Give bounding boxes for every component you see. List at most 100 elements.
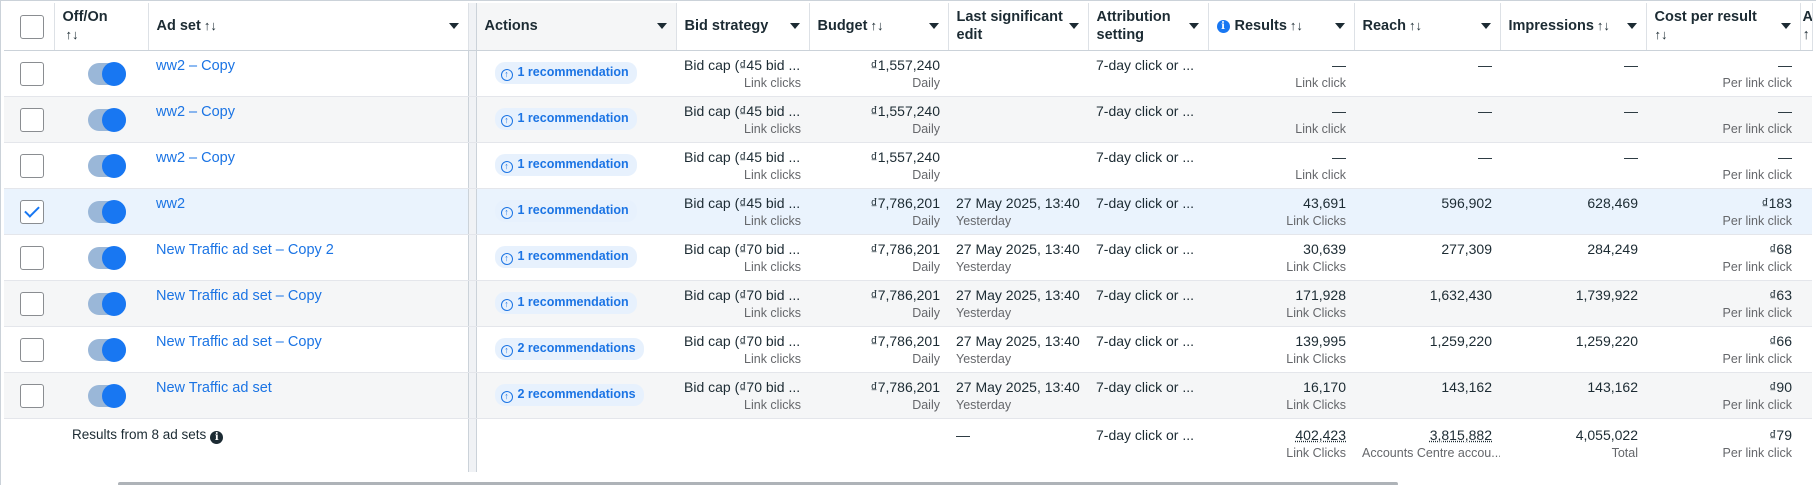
budget-cell[interactable]: ₫7,786,201 Daily xyxy=(809,188,948,235)
ad-set-name-link[interactable]: New Traffic ad set – Copy xyxy=(156,287,322,304)
impressions-label: Impressions xyxy=(1508,18,1594,35)
chevron-down-icon[interactable] xyxy=(1626,23,1637,29)
info-icon[interactable]: i xyxy=(210,430,224,444)
cost-per-result-header[interactable]: Cost per result ↑↓ xyxy=(1646,3,1801,51)
budget-cell[interactable]: ₫7,786,201 Daily xyxy=(809,234,948,281)
on-off-toggle[interactable] xyxy=(88,107,126,132)
budget-cell[interactable]: ₫1,557,240 Daily xyxy=(809,96,948,143)
ad-set-name-link[interactable]: ww2 – Copy xyxy=(156,103,235,120)
budget-cell[interactable]: ₫7,786,201 Daily xyxy=(809,326,948,373)
row-checkbox[interactable] xyxy=(20,337,44,362)
ad-set-header[interactable]: Ad set ↑↓ xyxy=(148,3,469,51)
on-off-toggle[interactable] xyxy=(88,291,126,316)
sort-icon[interactable]: ↑↓ xyxy=(870,18,884,34)
row-checkbox[interactable] xyxy=(20,107,44,132)
bid-strategy-cell: Bid cap (₫45 bid ... Link clicks xyxy=(676,50,809,97)
recommendation-badge[interactable]: ↑ 1 recommendation xyxy=(494,245,637,268)
chevron-down-icon[interactable] xyxy=(789,23,800,29)
table-row[interactable]: New Traffic ad set ↑ 2 recommendations Bi… xyxy=(4,372,1812,419)
on-off-toggle[interactable] xyxy=(88,199,126,224)
recommendation-badge[interactable]: ↑ 1 recommendation xyxy=(494,291,637,314)
ad-set-name-link[interactable]: ww2 – Copy xyxy=(156,57,235,74)
ad-set-name-cell: New Traffic ad set xyxy=(148,372,468,419)
chevron-down-icon[interactable] xyxy=(1480,23,1491,29)
cost-per-result-cell: — Per link click xyxy=(1646,142,1800,189)
horizontal-scrollbar[interactable] xyxy=(118,482,1398,485)
last-edit-header[interactable]: Last significant edit xyxy=(948,3,1089,51)
results-header[interactable]: i Results ↑↓ xyxy=(1208,3,1355,51)
recommendation-badge[interactable]: ↑ 1 recommendation xyxy=(494,199,637,222)
select-all-checkbox[interactable] xyxy=(20,15,44,40)
recommendation-badge[interactable]: ↑ 1 recommendation xyxy=(494,107,637,130)
recommendation-badge[interactable]: ↑ 1 recommendation xyxy=(494,61,637,84)
table-row[interactable]: New Traffic ad set – Copy 2 ↑ 1 recommend… xyxy=(4,234,1812,281)
ad-set-name-link[interactable]: New Traffic ad set – Copy 2 xyxy=(156,241,334,258)
row-checkbox[interactable] xyxy=(20,153,44,178)
budget-value: ₫1,557,240 xyxy=(870,102,940,119)
info-icon[interactable]: i xyxy=(1216,20,1230,34)
ad-set-name-link[interactable]: New Traffic ad set xyxy=(156,379,272,396)
sort-icon[interactable]: ↑↓ xyxy=(1409,18,1423,34)
chevron-down-icon[interactable] xyxy=(448,23,459,29)
summary-results[interactable]: 402,423 Link Clicks xyxy=(1208,418,1354,472)
summary-reach[interactable]: 3,815,882 Accounts Centre accou... xyxy=(1354,418,1500,472)
impressions-header[interactable]: Impressions ↑↓ xyxy=(1500,3,1647,51)
budget-cell[interactable]: ₫7,786,201 Daily xyxy=(809,372,948,419)
table-row[interactable]: ww2 – Copy ↑ 1 recommendation Bid cap (₫4… xyxy=(4,142,1812,189)
chevron-down-icon[interactable] xyxy=(656,23,667,29)
on-off-toggle[interactable] xyxy=(88,337,126,362)
attribution-header[interactable]: Attribution setting xyxy=(1088,3,1209,51)
overflow-cell xyxy=(1800,142,1812,189)
results-sub: Link Clicks xyxy=(1286,397,1346,412)
sort-icon[interactable]: ↑↓ xyxy=(1654,27,1668,43)
table-row[interactable]: New Traffic ad set – Copy ↑ 1 recommendat… xyxy=(4,280,1812,327)
row-checkbox[interactable] xyxy=(20,383,44,408)
off-on-header[interactable]: Off/On ↑↓ xyxy=(54,3,149,51)
recommendation-badge[interactable]: ↑ 2 recommendations xyxy=(494,337,644,360)
column-divider xyxy=(467,96,477,143)
budget-cell[interactable]: ₫1,557,240 Daily xyxy=(809,142,948,189)
summary-cpr-value: ₫79 xyxy=(1769,426,1792,443)
ad-set-name-link[interactable]: ww2 – Copy xyxy=(156,149,235,166)
table-row[interactable]: New Traffic ad set – Copy ↑ 2 recommendat… xyxy=(4,326,1812,373)
sort-icon[interactable]: ↑↓ xyxy=(1596,18,1610,34)
actions-cell: ↑ 1 recommendation xyxy=(476,234,676,281)
sort-up-icon[interactable]: ↑ xyxy=(1802,27,1810,44)
row-select-cell xyxy=(4,96,54,143)
recommendation-badge[interactable]: ↑ 1 recommendation xyxy=(494,153,637,176)
column-divider[interactable] xyxy=(467,3,477,51)
row-checkbox[interactable] xyxy=(20,199,44,224)
budget-header[interactable]: Budget ↑↓ xyxy=(809,3,949,51)
actions-header[interactable]: Actions xyxy=(476,3,677,51)
sort-icon[interactable]: ↑↓ xyxy=(65,27,79,43)
table-row[interactable]: ww2 – Copy ↑ 1 recommendation Bid cap (₫4… xyxy=(4,50,1812,97)
row-checkbox[interactable] xyxy=(20,245,44,270)
summary-cost-per-result: ₫79 Per link click xyxy=(1646,418,1800,472)
table-row[interactable]: ww2 – Copy ↑ 1 recommendation Bid cap (₫4… xyxy=(4,96,1812,143)
chevron-down-icon[interactable] xyxy=(1188,23,1199,29)
bid-strategy-header[interactable]: Bid strategy xyxy=(676,3,810,51)
budget-cell[interactable]: ₫7,786,201 Daily xyxy=(809,280,948,327)
chevron-down-icon[interactable] xyxy=(1068,23,1079,29)
budget-value: ₫7,786,201 xyxy=(870,194,940,211)
chevron-down-icon[interactable] xyxy=(1780,23,1791,29)
chevron-down-icon[interactable] xyxy=(1334,23,1345,29)
reach-header[interactable]: Reach ↑↓ xyxy=(1354,3,1501,51)
on-off-toggle[interactable] xyxy=(88,383,126,408)
sort-icon[interactable]: ↑↓ xyxy=(203,18,217,34)
attribution-cell: 7-day click or ... xyxy=(1088,96,1208,143)
on-off-toggle[interactable] xyxy=(88,245,126,270)
ad-set-name-link[interactable]: ww2 xyxy=(156,195,186,212)
row-checkbox[interactable] xyxy=(20,61,44,86)
chevron-down-icon[interactable] xyxy=(928,23,939,29)
ad-set-name-link[interactable]: New Traffic ad set – Copy xyxy=(156,333,322,350)
table-row[interactable]: ww2 ↑ 1 recommendation Bid cap (₫45 bid .… xyxy=(4,188,1812,235)
recommendation-badge[interactable]: ↑ 2 recommendations xyxy=(494,383,644,406)
budget-cell[interactable]: ₫1,557,240 Daily xyxy=(809,50,948,97)
on-off-toggle[interactable] xyxy=(88,61,126,86)
ad-set-name-cell: ww2 – Copy xyxy=(148,50,468,97)
row-checkbox[interactable] xyxy=(20,291,44,316)
overflow-header[interactable]: A ↑ xyxy=(1800,3,1813,51)
sort-icon[interactable]: ↑↓ xyxy=(1289,18,1303,34)
on-off-toggle[interactable] xyxy=(88,153,126,178)
